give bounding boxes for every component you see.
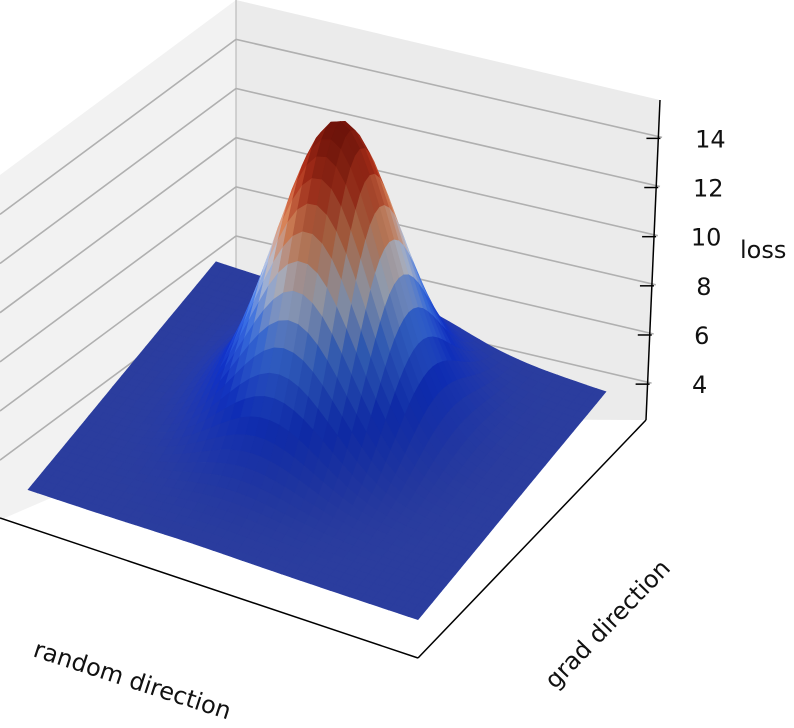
z-gridline <box>0 38 663 216</box>
axes <box>0 99 661 659</box>
x-axis-line <box>0 517 419 659</box>
z-gridline <box>0 136 659 314</box>
y-axis-label: grad direction <box>539 554 676 694</box>
z-tick-label: 12 <box>693 175 724 203</box>
z-tick-label: 14 <box>695 125 726 153</box>
z-tick-label: 10 <box>691 224 722 252</box>
z-axis-line <box>645 99 661 421</box>
z-tick-label: 8 <box>696 273 711 301</box>
z-gridline <box>0 87 661 265</box>
z-axis-label: loss <box>740 236 786 264</box>
z-gridline <box>0 235 654 412</box>
z-tick-label: 4 <box>692 371 707 399</box>
x-axis-label: random direction <box>30 635 234 725</box>
z-gridline <box>0 185 656 363</box>
loss-surface <box>27 121 607 621</box>
z-ticks: 4 6 8 10 12 14 <box>635 125 726 399</box>
surface-patch <box>407 610 424 621</box>
y-axis-line <box>417 419 647 659</box>
z-tick-label: 6 <box>694 322 709 350</box>
